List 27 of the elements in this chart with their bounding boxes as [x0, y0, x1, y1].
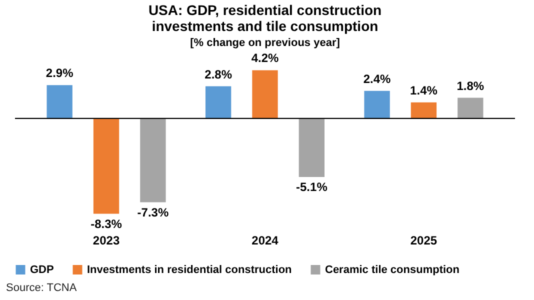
bar [410, 102, 437, 118]
data-label: 1.8% [456, 78, 484, 93]
legend-label: Ceramic tile consumption [325, 264, 460, 276]
data-label: 2.9% [46, 66, 74, 80]
x-tick-label: 2023 [92, 234, 120, 248]
legend-label: GDP [30, 264, 54, 276]
chart-title: USA: GDP, residential construction investments and tile consumption [148, 2, 382, 34]
data-label: 2.4% [363, 72, 392, 86]
bar [298, 118, 325, 178]
chart-subtitle: [% change on previous year] [190, 37, 340, 50]
x-tick-label: 2024 [252, 234, 279, 248]
bar [252, 70, 278, 118]
data-label: 4.2% [251, 51, 279, 66]
data-label: 2.8% [204, 67, 232, 82]
data-label: 1.4% [410, 83, 438, 98]
bar [205, 86, 232, 118]
bar [458, 98, 484, 118]
bar [46, 85, 72, 118]
data-label: -8.3% [90, 216, 122, 231]
legend-label: Investments in residential construction [87, 264, 292, 276]
data-label: -5.1% [296, 180, 328, 194]
bar [140, 118, 166, 202]
x-tick-label: 2025 [410, 234, 438, 248]
bar [93, 118, 120, 214]
bar [364, 90, 390, 118]
source-note: Source: TCNA [6, 282, 77, 294]
data-label: -7.3% [137, 205, 169, 220]
